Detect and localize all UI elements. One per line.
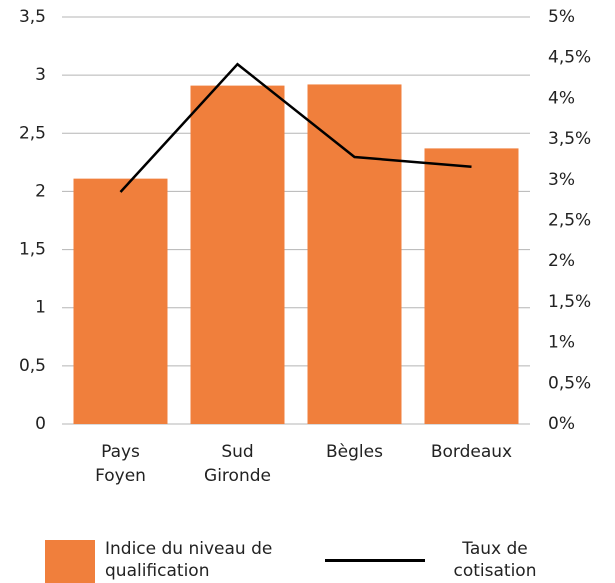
bar [190, 85, 285, 424]
y-tick-label: 0,5 [19, 356, 46, 376]
y-tick-label: 1 [35, 298, 46, 318]
y-tick-label: 0 [35, 414, 46, 434]
legend-swatch [45, 540, 95, 583]
legend-label: Taux de cotisation [453, 539, 537, 581]
x-tick-label: Bordeaux [430, 442, 513, 462]
legend-label: Indice du niveau de qualification [105, 539, 273, 581]
x-tick-label: Sud Gironde [204, 442, 271, 486]
x-tick-label: Bègles [326, 442, 383, 462]
y2-tick-label: 4,5% [548, 48, 591, 68]
y2-tick-label: 0,5% [548, 373, 591, 393]
legend-line [325, 559, 425, 562]
y2-tick-label: 3% [548, 170, 575, 190]
y-tick-label: 2 [35, 181, 46, 201]
y-tick-label: 3,5 [19, 7, 46, 27]
y2-tick-label: 4% [548, 88, 575, 108]
bar [424, 148, 519, 424]
y2-tick-label: 2,5% [548, 211, 591, 231]
y-tick-label: 3 [35, 65, 46, 85]
y-tick-label: 1,5 [19, 240, 46, 260]
y2-tick-label: 5% [548, 7, 575, 27]
y2-tick-label: 1,5% [548, 292, 591, 312]
line [119, 62, 472, 193]
y-tick-label: 2,5 [19, 123, 46, 143]
y2-tick-label: 0% [548, 414, 575, 434]
x-tick-label: Pays Foyen [95, 442, 146, 486]
bar [307, 84, 402, 425]
y2-tick-label: 1% [548, 333, 575, 353]
y2-tick-label: 3,5% [548, 129, 591, 149]
y2-tick-label: 2% [548, 251, 575, 271]
bar [73, 178, 168, 424]
